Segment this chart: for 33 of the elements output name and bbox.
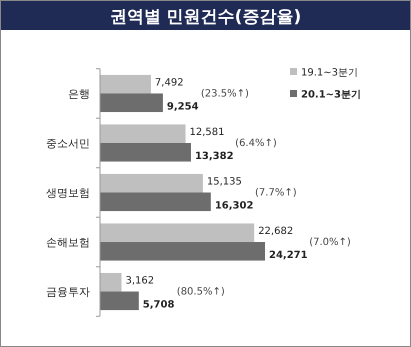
- annotation: (80.5%↑): [176, 286, 225, 298]
- data-label: 12,581: [190, 127, 225, 138]
- bar: [100, 174, 203, 192]
- bar: [100, 93, 163, 112]
- data-label: 7,492: [154, 78, 184, 89]
- annotation: (23.5%↑): [200, 88, 249, 100]
- data-label: 3,162: [125, 276, 154, 287]
- data-label: 13,382: [194, 150, 234, 162]
- annotation: (7.7%↑): [255, 188, 297, 198]
- data-label: 22,682: [258, 226, 294, 238]
- text: (7.0%↑): [309, 237, 351, 248]
- data-label: 9,254: [166, 101, 199, 112]
- bar: [100, 124, 186, 143]
- bar: [100, 242, 265, 261]
- data-label: 5,708: [142, 299, 174, 310]
- legend-label: 20.1~3분기: [301, 90, 362, 100]
- y-tick-label: 은행: [68, 87, 90, 100]
- y-tick-label: 금융투자: [46, 286, 90, 299]
- y-tick-label: 중소서민: [46, 136, 90, 150]
- y-tick-label: 생명보험: [46, 186, 90, 200]
- annotation: (6.4%↑): [235, 138, 277, 149]
- bar: [100, 272, 122, 292]
- data-label: 24,271: [269, 250, 308, 261]
- y-tick-label: 손해보험: [46, 236, 90, 250]
- data-label: 15,135: [206, 176, 242, 188]
- bar: [100, 142, 191, 162]
- bar: [100, 223, 254, 242]
- bar: [100, 292, 139, 310]
- legend-label: 19.1~3분기: [301, 68, 358, 78]
- data-label: 16,302: [214, 200, 254, 212]
- bar: [100, 192, 211, 212]
- chart-title: 권역별 민원건수(증감율): [110, 7, 302, 27]
- bar: [100, 74, 151, 94]
